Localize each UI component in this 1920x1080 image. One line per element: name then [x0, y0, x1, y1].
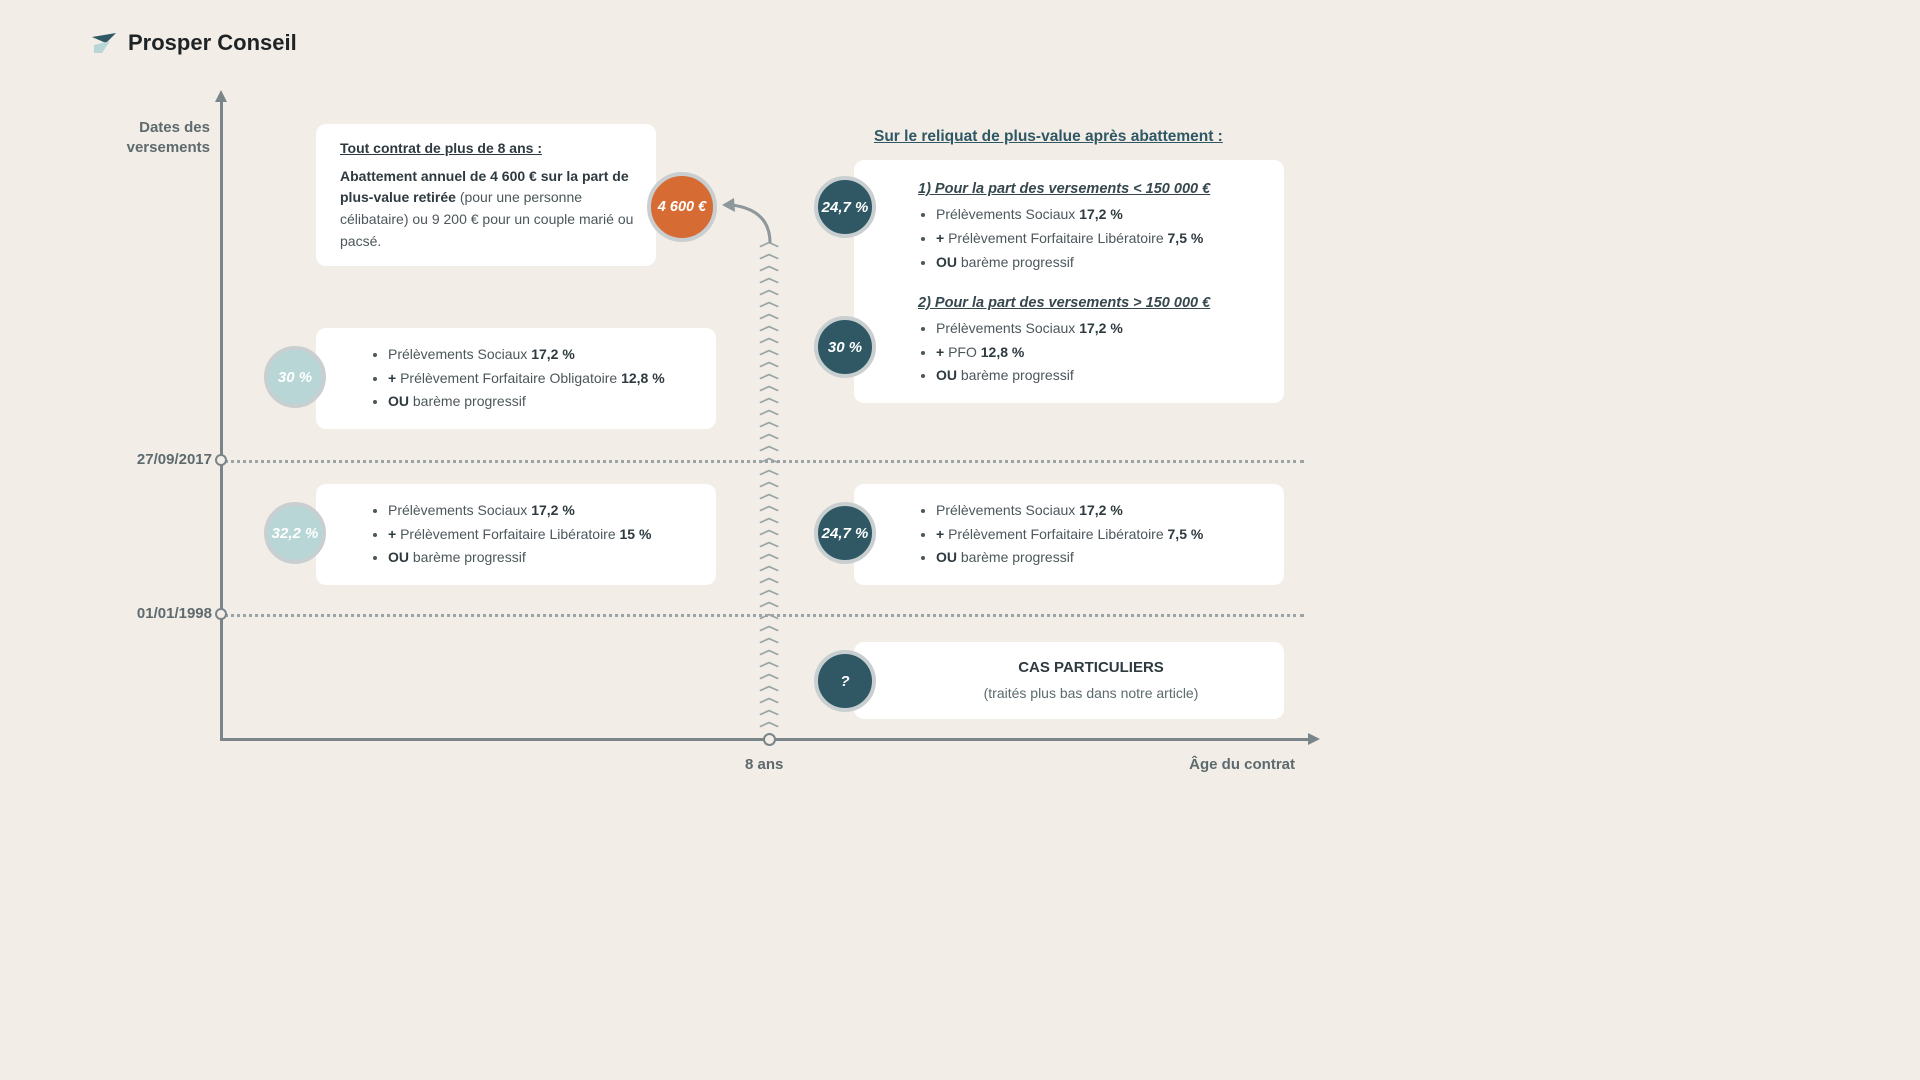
badge-247a: 24,7 %: [814, 176, 876, 238]
section1-title: 1) Pour la part des versements < 150 000…: [918, 178, 1264, 200]
hline-1998-label: 01/01/1998: [102, 605, 212, 622]
x-tick-8ans: [763, 733, 776, 746]
list-item: OU barème progressif: [936, 365, 1264, 387]
y-axis-label: Dates des versements: [100, 118, 210, 159]
right-header: Sur le reliquat de plus-value après abat…: [874, 128, 1223, 146]
cas-card: CAS PARTICULIERS (traités plus bas dans …: [854, 642, 1284, 719]
list-item: Prélèvements Sociaux 17,2 %: [936, 500, 1264, 522]
badge-30b: 30 %: [814, 316, 876, 378]
cas-title: CAS PARTICULIERS: [918, 656, 1264, 679]
hline-2017-marker: [215, 454, 227, 466]
y-axis: [220, 100, 223, 740]
list-item: + Prélèvement Forfaitaire Libératoire 7,…: [936, 524, 1264, 546]
list-item: Prélèvements Sociaux 17,2 %: [936, 318, 1264, 340]
badge-247b: 24,7 %: [814, 502, 876, 564]
right-small-card: Prélèvements Sociaux 17,2 % + Prélèvemen…: [854, 484, 1284, 585]
hline-1998-marker: [215, 608, 227, 620]
logo-icon: [90, 31, 118, 55]
list-item: + Prélèvement Forfaitaire Libératoire 7,…: [936, 228, 1264, 250]
abatement-title: Tout contrat de plus de 8 ans :: [340, 138, 636, 160]
badge-322: 32,2 %: [264, 502, 326, 564]
list-item: OU barème progressif: [936, 547, 1264, 569]
list-item: + Prélèvement Forfaitaire Obligatoire 12…: [388, 368, 696, 390]
list-item: OU barème progressif: [388, 391, 696, 413]
brand-name: Prosper Conseil: [128, 30, 297, 56]
abatement-card: Tout contrat de plus de 8 ans : Abatteme…: [316, 124, 656, 266]
brand-logo: Prosper Conseil: [90, 30, 297, 56]
left-box-322: Prélèvements Sociaux 17,2 % + Prélèvemen…: [316, 484, 716, 585]
cas-sub: (traités plus bas dans notre article): [918, 683, 1264, 705]
list-item: Prélèvements Sociaux 17,2 %: [388, 500, 696, 522]
x-tick-8ans-label: 8 ans: [745, 756, 783, 773]
badge-30: 30 %: [264, 346, 326, 408]
curved-arrow-icon: [720, 195, 780, 245]
badge-question: ?: [814, 650, 876, 712]
list-item: + Prélèvement Forfaitaire Libératoire 15…: [388, 524, 696, 546]
orange-badge: 4 600 €: [647, 172, 717, 242]
vertical-chevrons: ︿︿︿︿︿︿︿︿︿︿︿︿︿︿︿︿︿︿︿︿︿︿︿︿︿︿︿︿︿︿︿︿︿︿︿︿︿︿︿︿…: [762, 235, 776, 727]
right-big-card: 1) Pour la part des versements < 150 000…: [854, 160, 1284, 403]
hline-2017-label: 27/09/2017: [102, 451, 212, 468]
section2-title: 2) Pour la part des versements > 150 000…: [918, 292, 1264, 314]
list-item: OU barème progressif: [388, 547, 696, 569]
list-item: OU barème progressif: [936, 252, 1264, 274]
list-item: Prélèvements Sociaux 17,2 %: [388, 344, 696, 366]
list-item: + PFO 12,8 %: [936, 342, 1264, 364]
left-box-30: Prélèvements Sociaux 17,2 % + Prélèvemen…: [316, 328, 716, 429]
x-axis-label: Âge du contrat: [1189, 756, 1295, 773]
list-item: Prélèvements Sociaux 17,2 %: [936, 204, 1264, 226]
